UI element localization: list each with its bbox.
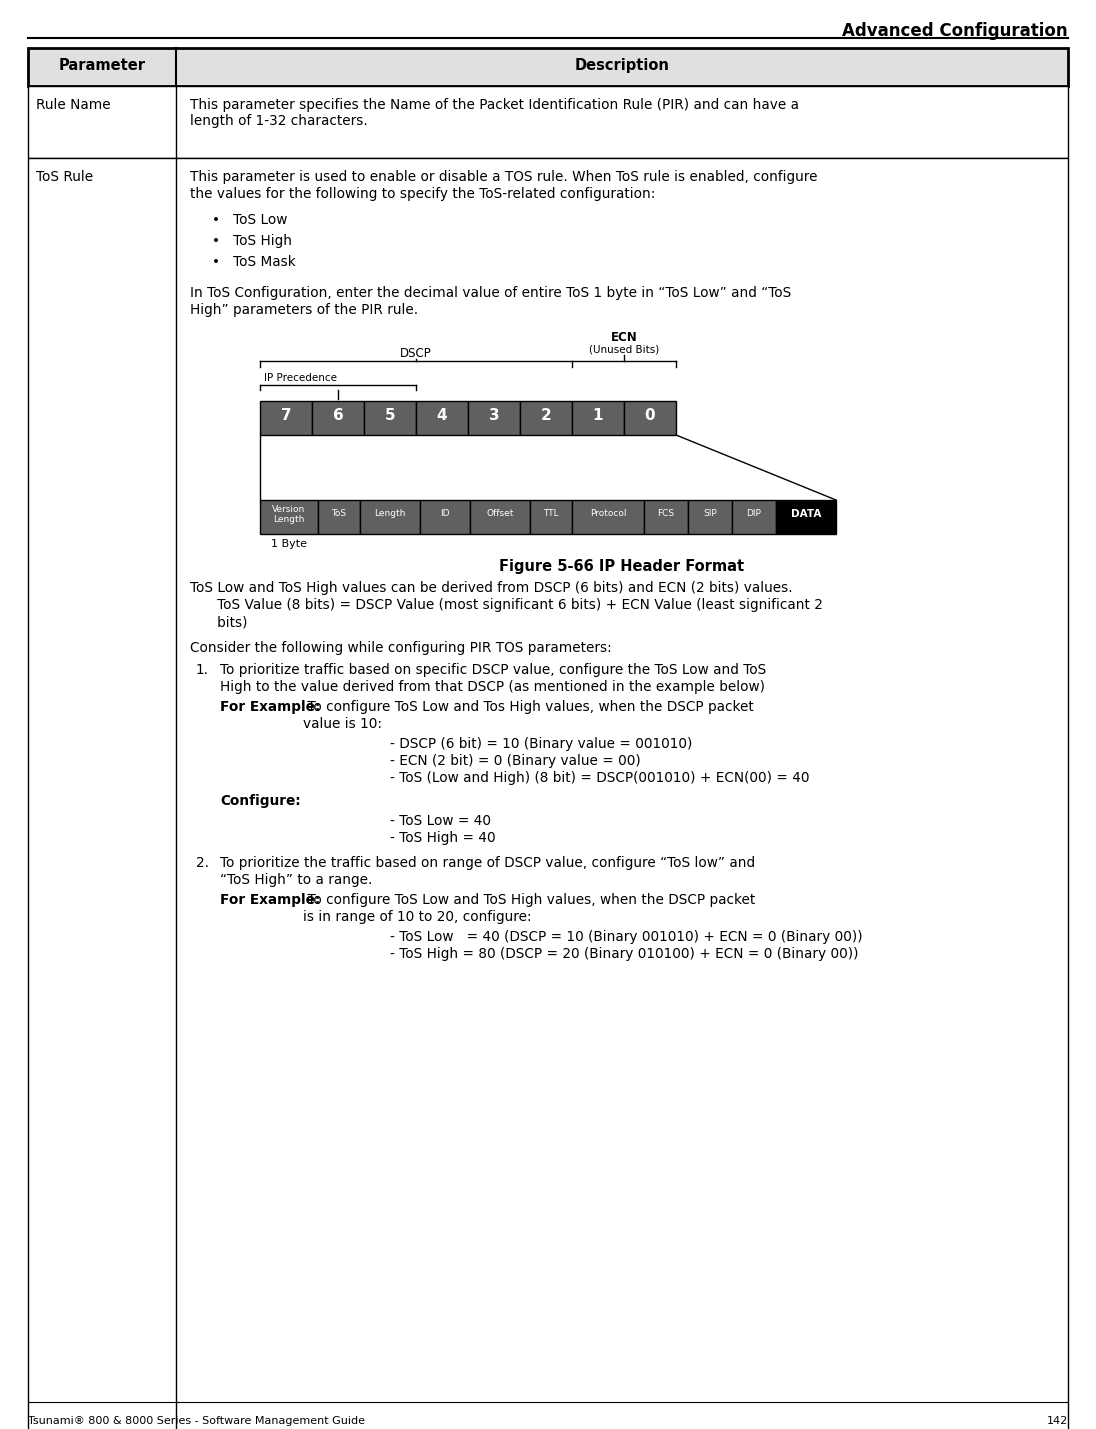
Bar [624,402,676,434]
Text: ToS Rule: ToS Rule [36,170,93,184]
Bar [260,402,312,434]
Text: 2.: 2. [196,856,209,870]
Text: This parameter specifies the Name of the Packet Identification Rule (PIR) and ca: This parameter specifies the Name of the… [190,99,799,111]
Text: To prioritize the traffic based on range of DSCP value, configure “ToS low” and: To prioritize the traffic based on range… [220,856,755,870]
Text: Figure 5-66 IP Header Format: Figure 5-66 IP Header Format [500,559,744,574]
Text: Rule Name: Rule Name [36,99,111,111]
Text: •   ToS Mask: • ToS Mask [212,254,296,269]
Text: (Unused Bits): (Unused Bits) [589,344,659,354]
Text: SIP: SIP [704,509,717,517]
Text: 0: 0 [644,409,655,423]
Text: - ToS Low = 40: - ToS Low = 40 [390,815,491,827]
Text: 1.: 1. [196,663,209,677]
Bar [416,402,468,434]
Bar [470,500,530,534]
Bar [530,500,572,534]
Bar [28,159,1068,1429]
Bar [468,402,520,434]
Text: ToS Value (8 bits) = DSCP Value (most significant 6 bits) + ECN Value (least sig: ToS Value (8 bits) = DSCP Value (most si… [204,597,823,612]
Text: 2: 2 [540,409,551,423]
Text: Length: Length [273,514,305,524]
Text: 142: 142 [1047,1416,1068,1426]
Text: - ToS (Low and High) (8 bit) = DSCP(001010) + ECN(00) = 40: - ToS (Low and High) (8 bit) = DSCP(0010… [390,772,810,785]
Text: 5: 5 [385,409,396,423]
Text: ToS Low and ToS High values can be derived from DSCP (6 bits) and ECN (2 bits) v: ToS Low and ToS High values can be deriv… [190,582,792,594]
Text: Configure:: Configure: [220,795,300,807]
Text: High to the value derived from that DSCP (as mentioned in the example below): High to the value derived from that DSCP… [220,680,765,694]
Text: Length: Length [375,509,406,517]
Text: bits): bits) [204,614,248,629]
Text: ID: ID [441,509,449,517]
Text: •   ToS Low: • ToS Low [212,213,287,227]
Text: 7: 7 [281,409,292,423]
Text: TTL: TTL [544,509,559,517]
Bar [572,500,644,534]
Bar [732,500,776,534]
Text: “ToS High” to a range.: “ToS High” to a range. [220,873,373,887]
Bar [364,402,416,434]
Text: Consider the following while configuring PIR TOS parameters:: Consider the following while configuring… [190,642,612,654]
Text: IP Precedence: IP Precedence [264,373,336,383]
Text: •   ToS High: • ToS High [212,234,292,249]
Text: - DSCP (6 bit) = 10 (Binary value = 001010): - DSCP (6 bit) = 10 (Binary value = 0010… [390,737,693,752]
Text: To configure ToS Low and ToS High values, when the DSCP packet: To configure ToS Low and ToS High values… [302,893,755,907]
Text: Advanced Configuration: Advanced Configuration [843,21,1068,40]
Text: - ECN (2 bit) = 0 (Binary value = 00): - ECN (2 bit) = 0 (Binary value = 00) [390,755,641,767]
Text: - ToS High = 80 (DSCP = 20 (Binary 010100) + ECN = 0 (Binary 00)): - ToS High = 80 (DSCP = 20 (Binary 01010… [390,947,858,960]
Text: Description: Description [574,59,670,73]
Text: 4: 4 [436,409,447,423]
Bar [572,402,624,434]
Text: Tsunami® 800 & 8000 Series - Software Management Guide: Tsunami® 800 & 8000 Series - Software Ma… [28,1416,365,1426]
Text: DSCP: DSCP [400,347,432,360]
Text: - ToS Low   = 40 (DSCP = 10 (Binary 001010) + ECN = 0 (Binary 00)): - ToS Low = 40 (DSCP = 10 (Binary 001010… [390,930,863,945]
Text: FCS: FCS [658,509,674,517]
Text: DIP: DIP [746,509,762,517]
Text: 1: 1 [593,409,603,423]
Bar [28,49,1068,86]
Bar [359,500,420,534]
Text: the values for the following to specify the ToS-related configuration:: the values for the following to specify … [190,187,655,201]
Text: To prioritize traffic based on specific DSCP value, configure the ToS Low and To: To prioritize traffic based on specific … [220,663,766,677]
Text: Protocol: Protocol [590,509,626,517]
Text: - ToS High = 40: - ToS High = 40 [390,832,495,845]
Text: For Example:: For Example: [220,893,320,907]
Text: Parameter: Parameter [58,59,146,73]
Bar [28,86,1068,159]
Text: DATA: DATA [791,509,821,519]
Bar [420,500,470,534]
Text: Version: Version [273,504,306,514]
Text: For Example:: For Example: [220,700,320,714]
Text: 3: 3 [489,409,500,423]
Text: To configure ToS Low and Tos High values, when the DSCP packet: To configure ToS Low and Tos High values… [302,700,754,714]
Bar [312,402,364,434]
Bar [318,500,359,534]
Text: ToS: ToS [331,509,346,517]
Bar [776,500,836,534]
Text: 1 Byte: 1 Byte [271,539,307,549]
Text: value is 10:: value is 10: [302,717,383,732]
Text: In ToS Configuration, enter the decimal value of entire ToS 1 byte in “ToS Low” : In ToS Configuration, enter the decimal … [190,286,791,300]
Bar [520,402,572,434]
Bar [688,500,732,534]
Text: ECN: ECN [610,332,638,344]
Text: High” parameters of the PIR rule.: High” parameters of the PIR rule. [190,303,419,317]
Bar [260,500,318,534]
Text: 6: 6 [332,409,343,423]
Text: length of 1-32 characters.: length of 1-32 characters. [190,114,368,129]
Text: Offset: Offset [487,509,514,517]
Text: This parameter is used to enable or disable a TOS rule. When ToS rule is enabled: This parameter is used to enable or disa… [190,170,818,184]
Bar [644,500,688,534]
Text: is in range of 10 to 20, configure:: is in range of 10 to 20, configure: [302,910,532,925]
